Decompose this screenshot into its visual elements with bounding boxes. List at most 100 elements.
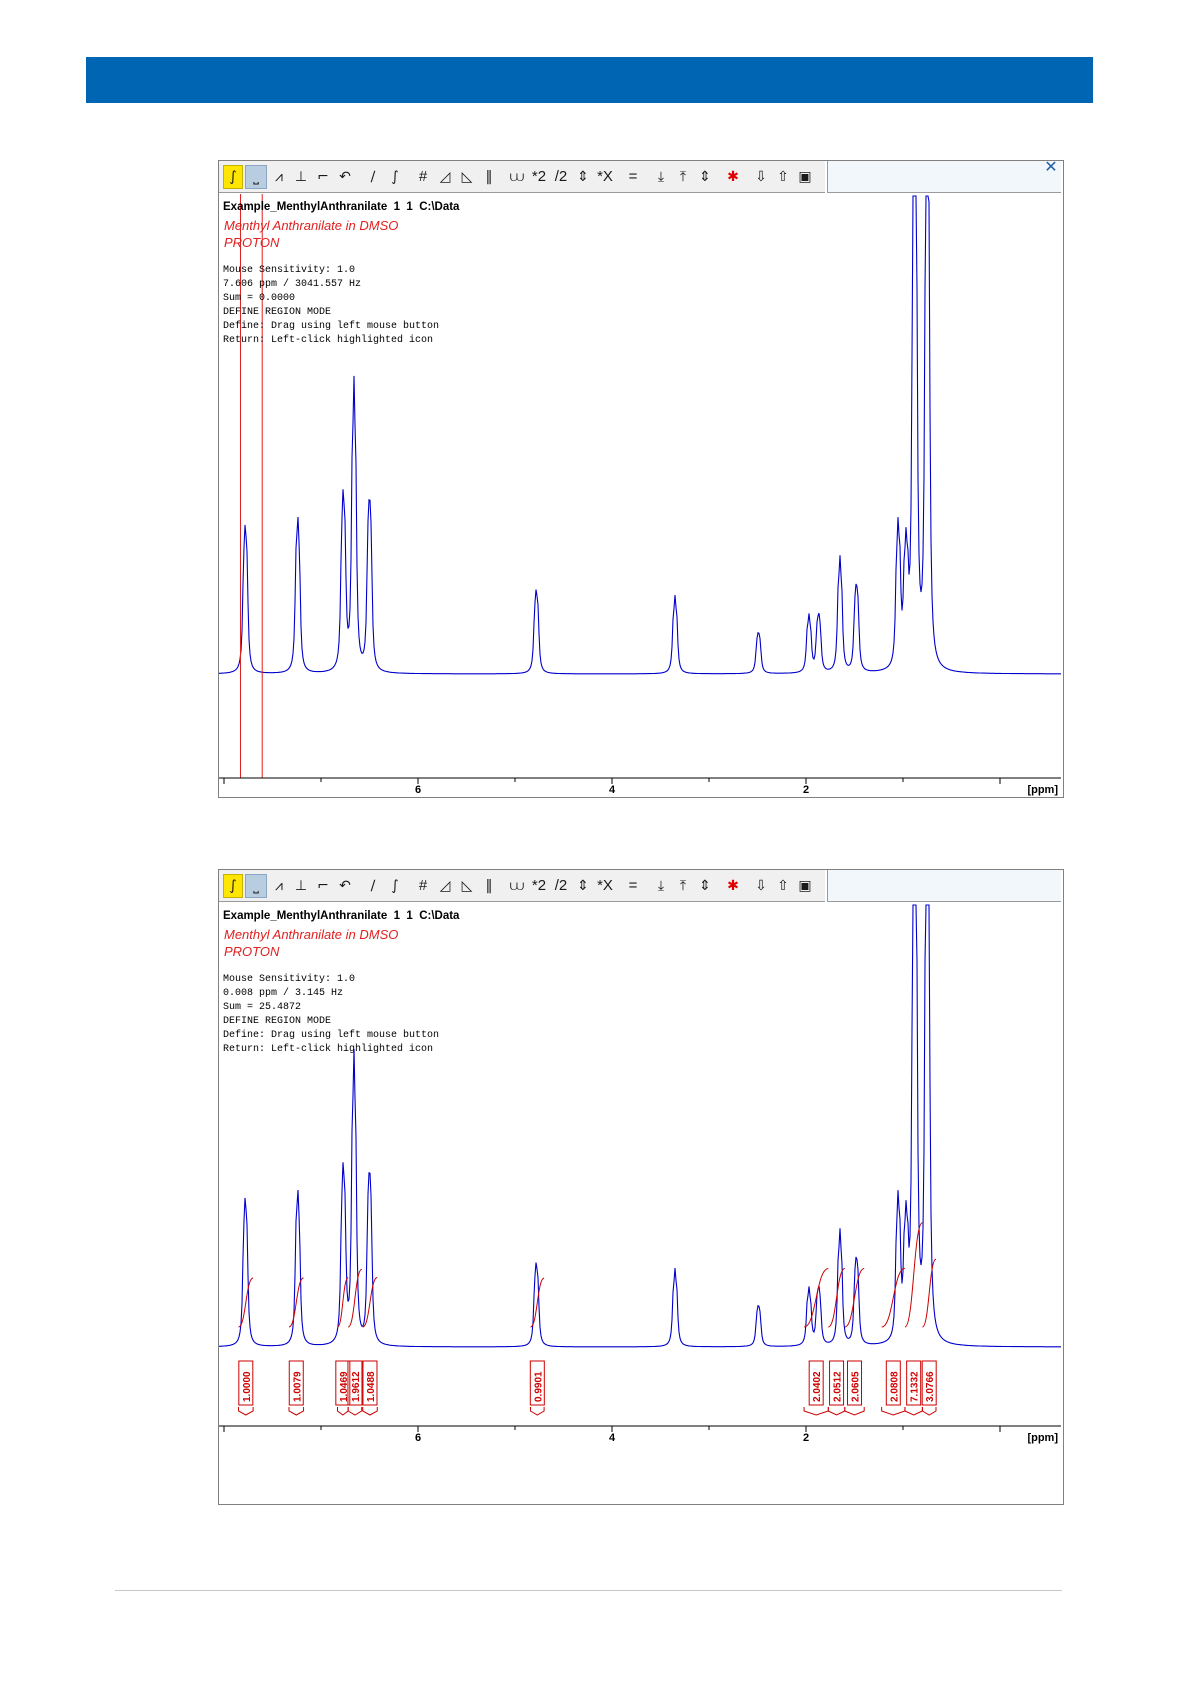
integral-value: 3.0766 [925,1371,936,1402]
delete-icon[interactable]: ✱ [727,168,739,185]
pause-icon[interactable]: ‖ [485,877,493,894]
integration-window-1: ∫⎵⩘⊥⌐↶∕∫#◿◺‖⩊*2/2⇕*X=⤓⤒⇕✱⇩⇧▣↵ ✕ 642[ppm]… [218,160,1064,798]
integral-label-box [362,1360,378,1406]
spectrum-svg: 6 4 2 [ppm] [219,194,1061,796]
integral-value: 1.0079 [292,1371,303,1402]
move-down-icon[interactable]: ⤓ [657,877,665,894]
auto-integrate-icon[interactable]: ⩘ [275,877,283,894]
div-2-label[interactable]: /2 [554,168,568,185]
move-top-icon[interactable]: ⤒ [679,877,687,894]
spectrum-plot[interactable]: 1.0000 1.0079 1.0469 1.9612 1.0488 0.9901 2.04… [219,903,1061,1503]
equal-icon[interactable]: = [628,877,638,894]
integrate-icon[interactable]: ∫ [223,164,243,189]
peak-pick-icon[interactable]: ⊥ [294,168,308,185]
spectrum-line [219,904,1061,1348]
slope-icon[interactable]: ∕ [370,168,376,185]
integral-label-box [921,1360,937,1406]
integral-curve [803,1268,829,1328]
x-tick-label: 2 [803,784,809,796]
step-icon[interactable]: ⌐ [317,877,329,894]
integrate-icon[interactable]: ∫ [223,873,243,898]
integral-bracket [881,1407,906,1416]
integral-value: 0.9901 [533,1371,544,1402]
info-line: DEFINE REGION MODE [223,307,332,318]
footer-rule [115,1590,1062,1591]
info-line: Return: Left-click highlighted icon [223,335,434,346]
integral-value: 7.1332 [910,1371,921,1402]
x-axis-label: [ppm] [1027,1432,1058,1444]
bias-icon[interactable]: ∫ [391,168,399,185]
info-line: Define: Drag using left mouse button [223,321,440,332]
integral-bracket [238,1407,254,1416]
import-icon[interactable]: ⇧ [777,168,789,185]
tilt-left-icon[interactable]: ◿ [439,877,451,894]
integral-curve [904,1222,923,1328]
undo-icon[interactable]: ↶ [339,168,351,185]
define-region-icon[interactable]: ⎵ [245,164,267,189]
info-line: DEFINE REGION MODE [223,1016,332,1027]
hash-icon[interactable]: # [418,877,428,894]
import-icon[interactable]: ⇧ [777,877,789,894]
move-updown-icon[interactable]: ⇕ [699,877,711,894]
integral-label-box [238,1360,254,1406]
equal-icon[interactable]: = [628,168,638,185]
move-updown-icon[interactable]: ⇕ [699,168,711,185]
integral-label-box [808,1360,824,1406]
toolbar-field[interactable]: ✕ [827,159,1061,193]
x-tick-label: 2 [803,1432,809,1444]
baseline-icon[interactable]: ⩊ [509,168,525,185]
move-top-icon[interactable]: ⤒ [679,168,687,185]
times-2-label[interactable]: *2 [531,168,547,185]
integration-toolbar: ∫⎵⩘⊥⌐↶∕∫#◿◺‖⩊*2/2⇕*X=⤓⤒⇕✱⇩⇧▣↵ [219,161,839,193]
move-down-icon[interactable]: ⤓ [657,168,665,185]
delete-icon[interactable]: ✱ [727,877,739,894]
integral-value: 2.0808 [889,1371,900,1402]
spectrum-plot[interactable]: 6 4 2 [ppm] Example_MenthylAnthranilate 1 1… [219,194,1061,797]
up-down-icon[interactable]: ⇕ [577,168,589,185]
spectrum-title: Menthyl Anthranilate in DMSO [224,927,399,942]
export-icon[interactable]: ⇩ [755,168,767,185]
peak-pick-icon[interactable]: ⊥ [294,877,308,894]
toolbar-field[interactable] [827,870,1061,902]
times-x-label[interactable]: *X [597,877,613,894]
times-x-label[interactable]: *X [597,168,613,185]
integral-value: 2.0512 [833,1371,844,1402]
integral-curve [362,1277,378,1328]
baseline-icon[interactable]: ⩊ [509,877,525,894]
step-icon[interactable]: ⌐ [317,168,329,185]
hash-icon[interactable]: # [418,168,428,185]
integral-label-box [335,1360,351,1406]
tilt-right-icon[interactable]: ◺ [461,168,473,185]
export-icon[interactable]: ⇩ [755,877,767,894]
integral-label-box [829,1360,845,1406]
integral-bracket [827,1407,846,1416]
slope-icon[interactable]: ∕ [370,877,376,894]
integral-value: 2.0402 [812,1371,823,1402]
integral-bracket [362,1407,378,1416]
tilt-left-icon[interactable]: ◿ [439,168,451,185]
integral-curve [347,1268,363,1328]
pause-icon[interactable]: ‖ [485,168,493,185]
spectrum-title: Menthyl Anthranilate in DMSO [224,218,399,233]
info-line: Sum = 25.4872 [223,1002,302,1013]
define-region-icon[interactable]: ⎵ [245,873,267,898]
integral-label-box [847,1360,862,1406]
integral-value: 1.0488 [366,1371,377,1402]
tilt-right-icon[interactable]: ◺ [461,877,473,894]
integration-toolbar: ∫⎵⩘⊥⌐↶∕∫#◿◺‖⩊*2/2⇕*X=⤓⤒⇕✱⇩⇧▣↵ [219,870,839,902]
info-line: Define: Drag using left mouse button [223,1030,440,1041]
close-icon[interactable]: ✕ [1044,159,1058,176]
div-2-label[interactable]: /2 [554,877,568,894]
integral-bracket [288,1407,305,1416]
save-icon[interactable]: ▣ [798,168,812,185]
integral-curve [844,1267,865,1328]
auto-integrate-icon[interactable]: ⩘ [275,168,283,185]
times-2-label[interactable]: *2 [531,877,547,894]
undo-icon[interactable]: ↶ [339,877,351,894]
integral-curve [530,1277,545,1328]
up-down-icon[interactable]: ⇕ [577,877,589,894]
bias-icon[interactable]: ∫ [391,877,399,894]
integral-curve [881,1267,906,1328]
save-icon[interactable]: ▣ [798,877,812,894]
integral-value: 1.0000 [242,1371,253,1402]
